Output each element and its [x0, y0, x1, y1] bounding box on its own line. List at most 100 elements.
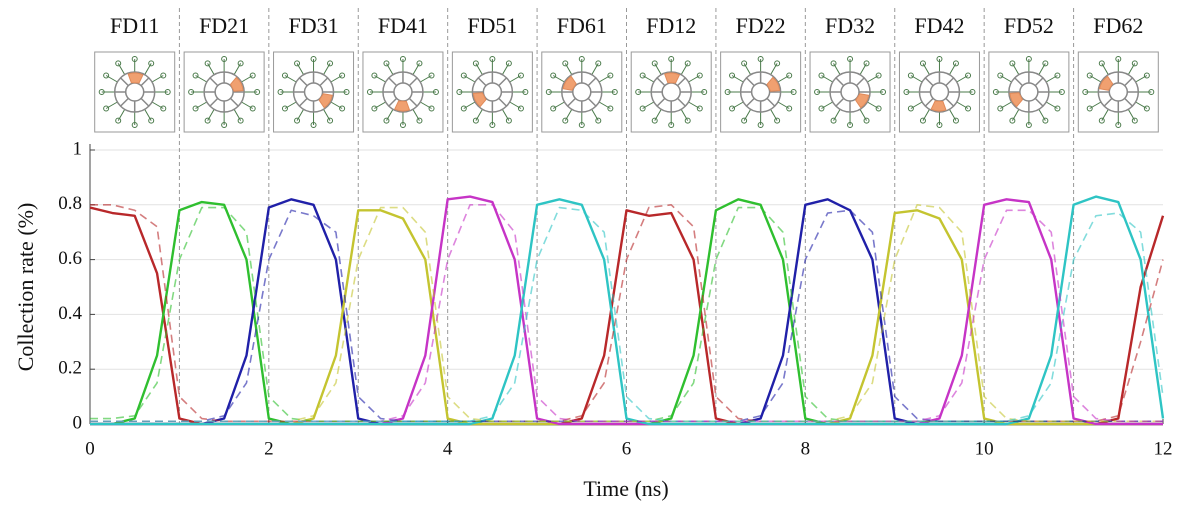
icon-node: [639, 105, 646, 112]
icon-node: [383, 60, 390, 67]
icon-node: [237, 117, 244, 124]
icon-node: [505, 60, 512, 67]
icon-node: [1054, 105, 1061, 112]
icon-highlight: [855, 93, 870, 109]
icon-node: [786, 105, 793, 112]
icon-node: [160, 105, 167, 112]
icon-node: [696, 72, 703, 79]
icon-node: [919, 60, 926, 67]
icon-node: [997, 105, 1004, 112]
device-icon: [362, 51, 444, 133]
icon-node: [472, 117, 479, 124]
icon-node: [741, 117, 748, 124]
icon-segment: [120, 77, 129, 87]
icon-node: [188, 89, 195, 95]
icon-node: [428, 105, 435, 112]
icon-highlight: [1098, 75, 1114, 91]
icon-node: [936, 56, 943, 62]
icon-segment: [677, 77, 686, 87]
icon-node: [1009, 117, 1016, 124]
icon-node: [1042, 60, 1049, 67]
device-icon: [898, 51, 980, 133]
x-tick-label: 10: [975, 438, 994, 459]
icon-node: [545, 89, 552, 95]
icon-highlight: [394, 100, 411, 112]
icon-highlight: [472, 92, 487, 108]
icon-segment: [388, 77, 398, 87]
icon-segment: [120, 97, 129, 107]
x-tick-label: 8: [801, 438, 811, 459]
icon-node: [1086, 72, 1093, 79]
icon-node: [472, 60, 479, 67]
icon-segment: [408, 77, 418, 87]
icon-highlight: [1009, 92, 1024, 108]
y-axis-label: Collection rate (%): [13, 203, 38, 372]
icon-node: [339, 72, 346, 79]
icon-node: [254, 89, 261, 95]
icon-node: [489, 122, 496, 128]
icon-node: [880, 89, 887, 95]
icon-segment: [1124, 77, 1133, 87]
icon-segment: [924, 77, 934, 87]
icon-highlight: [664, 72, 681, 84]
icon-node: [310, 56, 317, 62]
icon-node: [1143, 72, 1150, 79]
icon-node: [103, 105, 110, 112]
icon-segment: [229, 97, 239, 107]
icon-node: [277, 89, 284, 95]
icon-node: [416, 117, 423, 124]
device-icon: [720, 51, 802, 133]
icon-node: [818, 105, 825, 112]
icon-node: [952, 60, 959, 67]
icon-segment: [298, 97, 308, 107]
icon-segment: [209, 77, 219, 87]
icon-highlight: [229, 76, 244, 92]
icon-node: [562, 60, 569, 67]
icon-segment: [408, 97, 418, 107]
icon-node: [969, 89, 976, 95]
icon-node: [724, 89, 731, 95]
icon-segment: [587, 97, 597, 107]
icon-node: [701, 89, 708, 95]
panel-label: FD12: [646, 13, 696, 38]
x-tick-label: 0: [85, 438, 95, 459]
icon-segment: [656, 77, 666, 87]
icon-node: [684, 117, 691, 124]
icon-node: [1082, 89, 1089, 95]
icon-node: [696, 105, 703, 112]
icon-segment: [1034, 97, 1044, 107]
icon-segment: [587, 77, 597, 87]
icon-segment: [677, 97, 686, 107]
dashed-line: [90, 204, 1163, 423]
icon-node: [578, 122, 585, 128]
icon-node: [562, 117, 569, 124]
icon-node: [903, 89, 910, 95]
icon-node: [310, 122, 317, 128]
icon-node: [160, 72, 167, 79]
y-tick-label: 0: [73, 412, 83, 433]
icon-node: [522, 89, 529, 95]
device-icon: [94, 51, 176, 133]
icon-node: [578, 56, 585, 62]
icon-node: [757, 56, 764, 62]
icon-node: [1148, 89, 1155, 95]
icon-node: [327, 117, 334, 124]
icon-node: [818, 72, 825, 79]
x-tick-label: 12: [1154, 438, 1173, 459]
icon-node: [456, 89, 463, 95]
icon-node: [965, 105, 972, 112]
icon-node: [115, 60, 122, 67]
icon-highlight: [318, 93, 333, 109]
icon-node: [1054, 72, 1061, 79]
device-icon: [451, 51, 533, 133]
icon-node: [460, 72, 467, 79]
y-tick-label: 1: [73, 138, 83, 159]
icon-node: [830, 60, 837, 67]
icon-segment: [477, 77, 487, 87]
icon-segment: [835, 77, 845, 87]
panel-label: FD62: [1093, 13, 1143, 38]
icon-node: [428, 72, 435, 79]
x-tick-label: 2: [264, 438, 274, 459]
icon-node: [1131, 60, 1138, 67]
